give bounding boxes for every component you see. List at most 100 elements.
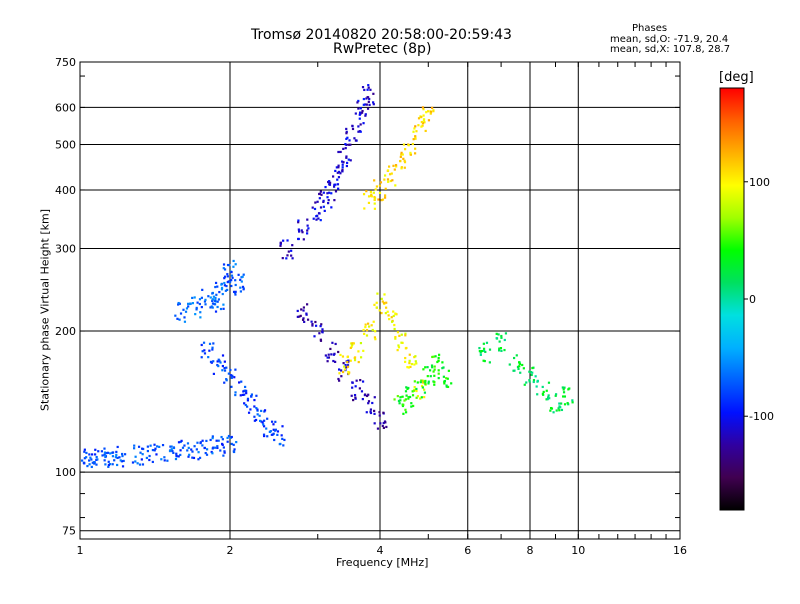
data-point [322,199,325,202]
data-point [332,359,335,363]
data-point [571,401,574,404]
data-point [373,207,377,210]
data-point [342,147,345,150]
data-point [384,194,387,197]
data-point [115,450,118,453]
data-point [249,408,252,411]
data-point [93,461,96,464]
data-point [211,292,214,295]
data-point [174,457,178,461]
data-point [356,101,359,104]
data-point [351,386,354,389]
data-point [311,206,314,209]
data-point [299,314,302,317]
data-point [411,390,414,393]
data-point [413,152,417,155]
data-point [368,97,371,101]
data-point [412,138,415,141]
data-point [404,390,408,393]
data-point [194,313,197,316]
data-point [361,397,364,401]
data-point [364,103,367,106]
data-point [562,395,565,398]
y-tick-label: 400 [55,184,76,197]
data-point [363,88,366,92]
data-point [210,305,213,308]
data-point [414,147,417,150]
data-point [245,389,248,393]
data-point [379,422,382,425]
data-point [371,328,374,332]
data-point [370,195,373,198]
data-point [364,113,367,116]
data-point [227,434,231,438]
data-point [376,292,379,295]
data-point [380,199,383,202]
data-point [420,384,424,388]
data-point [403,159,406,162]
data-point [378,184,382,187]
data-point [437,377,440,380]
data-point [420,120,423,124]
data-point [430,364,434,367]
data-point [392,310,395,313]
data-point [330,353,333,356]
data-point [179,453,182,457]
data-point [211,452,214,455]
data-point [341,169,344,173]
data-point [234,290,237,293]
data-point [301,231,304,234]
data-point [512,356,516,360]
data-point [324,354,327,357]
data-point [209,360,213,363]
data-point [262,425,266,428]
data-point [518,362,522,365]
data-point [138,463,142,466]
data-point [521,363,524,367]
data-point [508,363,511,366]
data-point [384,421,387,424]
data-point [387,165,391,168]
data-point [517,367,520,371]
data-point [151,460,154,464]
y-tick-label: 300 [55,243,76,256]
data-point [85,451,88,455]
data-point [226,275,229,278]
data-point [281,257,284,260]
data-point [433,374,436,377]
data-point [346,161,349,165]
data-point [217,358,220,361]
data-point [207,295,210,298]
data-point [149,444,152,447]
data-point [363,332,366,335]
data-point [224,289,227,292]
data-point [412,389,416,392]
data-point [483,359,486,363]
data-point [545,389,548,392]
data-point [123,453,127,456]
data-point [404,332,407,335]
data-point [201,350,204,353]
data-point [427,110,430,113]
data-point [318,332,321,335]
data-point [279,244,282,247]
data-point [414,137,417,140]
data-point [324,185,327,189]
data-point [415,387,418,391]
y-axis-label: Stationary phase Virtual Height [km] [38,208,52,412]
data-point [215,439,218,442]
data-point [344,363,347,367]
data-point [338,170,341,174]
data-point [366,96,369,99]
data-point [184,310,188,313]
data-point [234,393,237,397]
data-point [396,394,399,398]
data-point [211,298,215,301]
data-point [387,180,390,183]
data-point [334,342,337,346]
data-point [193,445,196,448]
data-point [393,398,396,401]
data-point [479,351,482,354]
data-point [365,334,369,337]
data-point [223,281,226,285]
